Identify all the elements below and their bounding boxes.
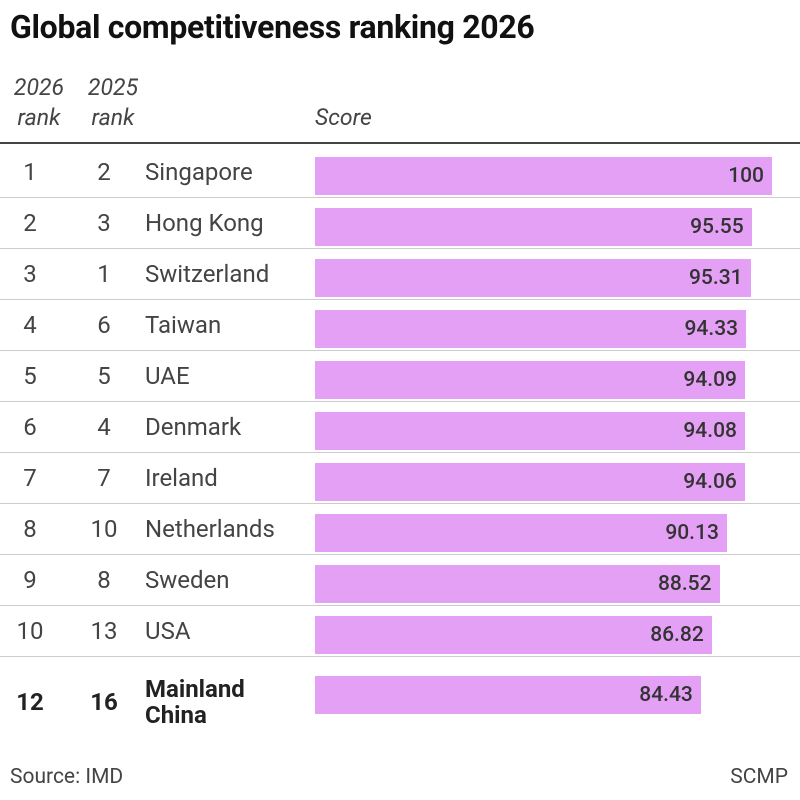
value-label: 95.55 — [690, 215, 744, 239]
value-label: 94.33 — [684, 317, 739, 341]
country: Switzerland — [145, 259, 270, 288]
column-header: 2025 rank — [87, 74, 139, 131]
rank-2026: 4 — [23, 310, 37, 339]
rank-2026: 12 — [16, 688, 44, 716]
rank-2025: 13 — [90, 616, 118, 645]
country: Sweden — [145, 565, 230, 594]
bar: 94.09 — [315, 361, 745, 399]
column-header: 2026 rank — [13, 74, 65, 131]
country: Hong Kong — [145, 208, 264, 237]
rank-2025: 16 — [90, 688, 118, 716]
country: Denmark — [145, 412, 242, 441]
credit: SCMP — [730, 765, 788, 789]
value-label: 94.09 — [683, 368, 737, 392]
table-row: 10 13 USA 86.82 — [0, 605, 800, 657]
table-row: 5 5 UAE 94.09 — [0, 350, 800, 402]
rank-2026: 9 — [23, 565, 37, 594]
table-row: 7 7 Ireland 94.06 — [0, 452, 800, 504]
country: Netherlands — [145, 514, 275, 543]
value-label: 95.31 — [688, 266, 743, 290]
rank-2025: 4 — [97, 412, 111, 441]
rank-2025: 10 — [90, 514, 118, 543]
bar: 84.43 — [315, 676, 701, 714]
rank-2025: 6 — [97, 310, 111, 339]
rank-2026: 7 — [23, 463, 37, 492]
table-row: 6 4 Denmark 94.08 — [0, 401, 800, 453]
rank-2026: 3 — [23, 259, 37, 288]
bar: 94.08 — [315, 412, 745, 450]
table-row: 2 3 Hong Kong 95.55 — [0, 197, 800, 249]
table-row: 3 1 Switzerland 95.31 — [0, 248, 800, 300]
rank-2026: 10 — [16, 616, 44, 645]
value-label: 88.52 — [657, 572, 712, 596]
rank-2025: 7 — [97, 463, 111, 492]
rank-2025: 3 — [97, 208, 111, 237]
value-label: 90.13 — [665, 521, 719, 545]
country: Ireland — [145, 463, 218, 492]
rank-2025: 1 — [97, 259, 111, 288]
rank-2026: 8 — [23, 514, 37, 543]
rank-2025: 5 — [97, 361, 111, 390]
rank-2026: 6 — [23, 412, 37, 441]
bar: 95.55 — [315, 208, 752, 246]
bar: 88.52 — [315, 565, 720, 603]
table-row: 1 2 Singapore 100 — [0, 146, 800, 198]
table-row: 9 8 Sweden 88.52 — [0, 554, 800, 606]
bar: 94.06 — [315, 463, 745, 501]
value-label: 94.08 — [683, 419, 737, 443]
source: Source: IMD — [10, 765, 124, 789]
country: USA — [145, 616, 191, 645]
rank-2025: 2 — [97, 157, 111, 186]
table-row: 8 10 Netherlands 90.13 — [0, 503, 800, 555]
bar: 94.33 — [315, 310, 747, 348]
value-label: 84.43 — [639, 683, 693, 707]
rank-2026: 1 — [23, 157, 37, 186]
bar: 90.13 — [315, 514, 727, 552]
value-label: 86.82 — [650, 623, 704, 647]
rank-2026: 2 — [23, 208, 37, 237]
value-label: 100 — [728, 164, 764, 188]
chart-title: Global competitiveness ranking 2026 — [10, 8, 535, 46]
value-label: 94.06 — [683, 470, 737, 494]
header-rule — [0, 142, 800, 144]
bar: 100 — [315, 157, 772, 195]
country: Singapore — [145, 157, 253, 186]
bar: 86.82 — [315, 616, 712, 654]
column-header: Score — [315, 104, 372, 131]
table-row: 4 6 Taiwan 94.33 — [0, 299, 800, 351]
bar: 95.31 — [315, 259, 751, 297]
rank-2025: 8 — [97, 565, 111, 594]
country: Mainland China — [145, 675, 245, 729]
rank-2026: 5 — [23, 361, 37, 390]
table-row: 12 16 Mainland China 84.43 — [0, 660, 800, 744]
country: Taiwan — [145, 310, 222, 339]
country: UAE — [145, 361, 190, 390]
